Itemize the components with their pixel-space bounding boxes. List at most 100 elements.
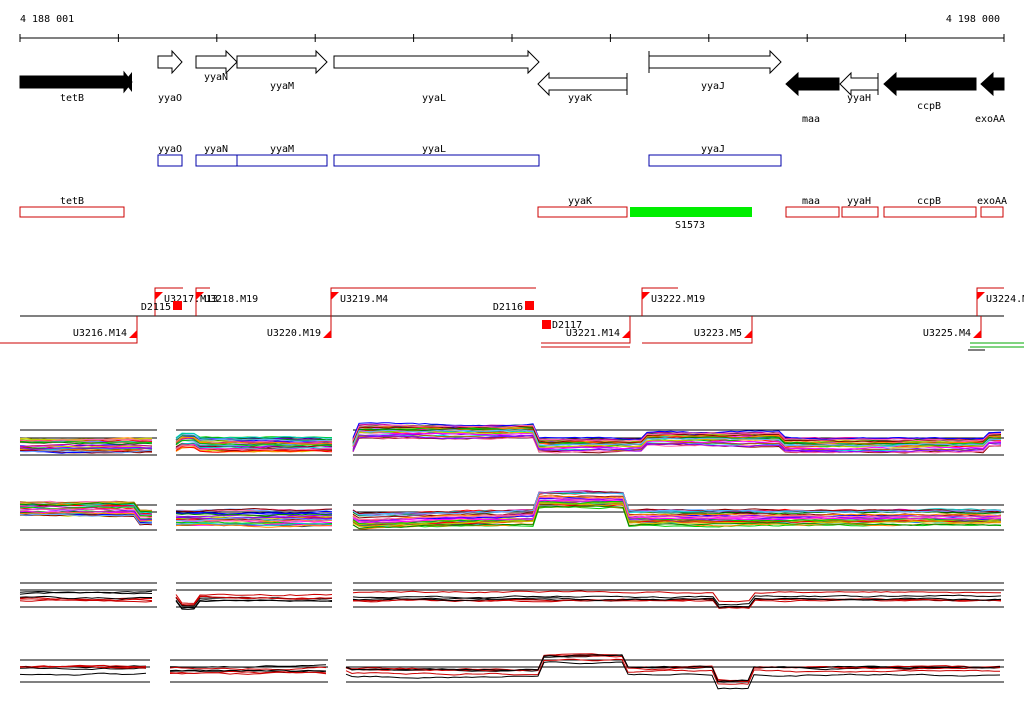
segment-label-U3222[interactable]: U3222.M19 [651,294,705,305]
marker-D2116[interactable] [525,301,534,310]
gene-arrow-track: tetB yyaO yyaN yyaM yyaL yyaK yyaJ maa y… [19,49,1005,125]
plus-box-yyaM[interactable] [236,154,328,167]
signal-trace [175,595,333,606]
minus-box-yyaK[interactable] [537,206,628,218]
marker-D2117[interactable] [542,320,551,329]
minus-box-tetB[interactable] [19,206,125,218]
gene-yyaO[interactable] [157,49,183,75]
signal-trace [352,424,1002,442]
signal-trace [19,448,153,452]
gene-label-maa: maa [802,114,820,125]
signal-trace [175,436,333,445]
plus-box-yyaL[interactable] [333,154,540,167]
signal-trace [20,598,153,602]
marker-label-D2115: D2115 [141,302,171,313]
segment-label-U3219[interactable]: U3219.M4 [340,294,388,305]
signal-trace [352,597,1002,608]
signal-trace [175,522,333,526]
signal-trace [19,506,153,517]
signal-trace [19,513,153,525]
coordinate-ruler: 4 188 001 4 198 000 [19,14,1005,42]
expression-signal-panels [19,422,1004,690]
gene-exoAA[interactable] [980,71,1005,97]
segment-line-U3216 [0,316,138,344]
ruler-ticks [19,34,1005,42]
gene-yyaH[interactable] [839,71,879,97]
minus-strand-box-track: tetB yyaK S1573 maa yyaH ccpB exoAA [19,196,1007,231]
signal-trace [170,664,327,668]
marker-D2115[interactable] [173,301,182,310]
minus-box-yyaH[interactable] [841,206,879,218]
feature-S1573[interactable] [630,207,752,217]
signal-trace [352,506,1002,530]
segment-flag-U3221 [622,330,630,338]
signal-trace [19,510,153,522]
plus-box-yyaJ[interactable] [648,154,782,167]
signal-trace [19,512,153,522]
signal-trace [352,491,1002,516]
gene-tetB-tip [124,72,132,92]
segment-label-U3217[interactable]: U3217.M13 [164,294,218,305]
signal-trace [19,446,153,450]
signal-trace [175,507,333,513]
segment-label-U3216[interactable]: U3216.M14 [73,328,127,339]
signal-trace [19,443,153,448]
minus-box-label-maa: maa [802,196,820,207]
segment-label-U3221[interactable]: U3221.M14 [566,328,620,339]
signal-trace [352,501,1002,526]
segment-label-U3218[interactable]: U3218.M19 [204,294,258,305]
segment-label-U3223[interactable]: U3223.M5 [694,328,742,339]
segment-label-U3224[interactable]: U3224.M [986,294,1024,305]
gene-ccpB[interactable] [883,71,977,97]
segment-label-U3220[interactable]: U3220.M19 [267,328,321,339]
segment-flag-U3225 [973,330,981,338]
signal-trace [19,438,153,442]
minus-box-exoAA[interactable] [980,206,1004,218]
signal-trace [353,598,1002,609]
segment-label-U3225[interactable]: U3225.M4 [923,328,971,339]
signal-trace [19,508,153,519]
signal-trace [352,435,1002,453]
signal-trace [19,595,152,600]
gene-label-exoAA: exoAA [975,114,1005,125]
signal-trace [175,516,333,520]
signal-trace [175,434,333,442]
signal-trace [345,661,1001,690]
gene-yyaK[interactable] [537,71,628,97]
gene-maa[interactable] [785,71,840,97]
gene-yyaN[interactable] [195,49,238,75]
segment-tail-green [970,342,1024,348]
signal-trace [352,498,1002,524]
signal-trace [352,503,1002,528]
signal-trace [19,502,153,513]
signal-trace [175,517,333,522]
gene-yyaL[interactable] [333,49,540,75]
minus-box-ccpB[interactable] [883,206,977,218]
signal-trace [352,422,1002,440]
segment-flag-U3216 [129,330,137,338]
gene-yyaJ[interactable] [648,49,782,75]
segment-line-U3222 [641,287,678,316]
signal-trace [352,496,1002,521]
signal-trace [345,654,1000,683]
gene-label-yyaK: yyaK [568,93,592,104]
plus-box-label-yyaL: yyaL [422,144,446,155]
feature-label-S1573: S1573 [675,220,705,231]
segment-flag-U3223 [744,330,752,338]
signal-trace [19,449,153,454]
plus-box-label-yyaO: yyaO [158,144,182,155]
signal-trace [19,590,153,594]
signal-trace [175,442,333,450]
minus-box-maa[interactable] [785,206,840,218]
minus-box-label-ccpB: ccpB [917,196,941,207]
plus-box-yyaO[interactable] [157,154,183,167]
gene-tetB[interactable] [19,70,133,94]
signal-trace [345,658,1000,685]
plus-box-yyaN[interactable] [195,154,238,167]
signal-trace [169,669,327,672]
signal-trace [169,666,327,671]
signal-trace [19,665,147,669]
signal-trace [352,429,1002,448]
gene-yyaM[interactable] [236,49,328,75]
